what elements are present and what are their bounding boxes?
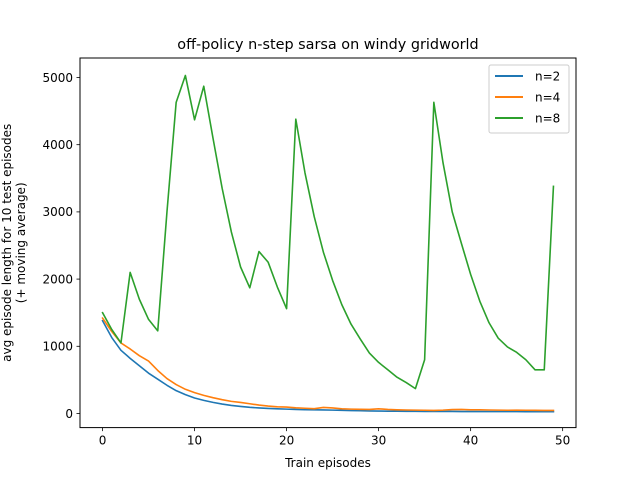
legend-label-n2: n=2: [535, 70, 560, 84]
y-tick-label: 0: [65, 407, 73, 421]
y-tick-label: 2000: [42, 272, 73, 286]
legend: n=2 n=4 n=8: [488, 64, 570, 134]
x-axis-label: Train episodes: [284, 456, 371, 470]
x-tick-label: 40: [463, 434, 478, 448]
series-line-n8: [101, 74, 555, 390]
series-layer: [101, 74, 555, 413]
y-axis-label-line-1: avg episode length for 10 test episodes: [0, 124, 14, 362]
y-axis-label-line-2: (+ moving average): [14, 182, 28, 303]
legend-box: [488, 64, 570, 134]
legend-label-n8: n=8: [535, 112, 560, 126]
series-line-n4: [101, 316, 555, 412]
plot-frame: [79, 57, 577, 429]
series-line-n2: [101, 319, 555, 413]
legend-label-n4: n=4: [535, 91, 560, 105]
x-tick-label: 30: [371, 434, 386, 448]
y-tick-label: 3000: [42, 205, 73, 219]
y-tick-label: 4000: [42, 138, 73, 152]
x-axis: 0 10 20 30 40 50: [99, 427, 570, 448]
y-axis: 0 1000 2000 3000 4000 5000: [42, 71, 80, 421]
x-tick-label: 10: [187, 434, 202, 448]
x-tick-label: 20: [279, 434, 294, 448]
x-tick-label: 0: [99, 434, 107, 448]
y-tick-label: 1000: [42, 340, 73, 354]
x-tick-label: 50: [555, 434, 570, 448]
chart-title: off-policy n-step sarsa on windy gridwor…: [177, 37, 478, 53]
y-tick-label: 5000: [42, 71, 73, 85]
y-axis-label: avg episode length for 10 test episodes …: [0, 124, 28, 362]
